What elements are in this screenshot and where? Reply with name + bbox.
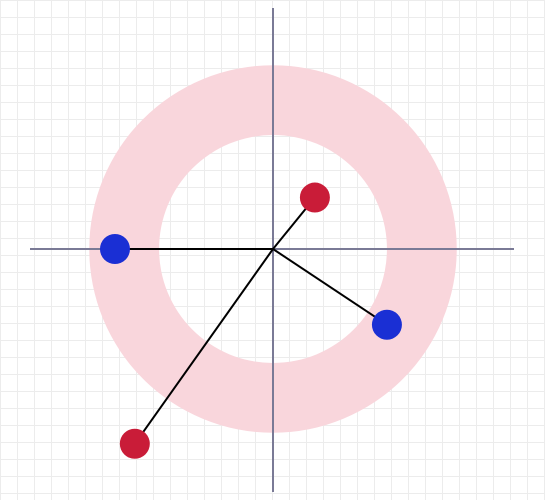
blue-point-1[interactable] [99,234,130,264]
red-point-1[interactable] [299,182,330,213]
red-point-2[interactable] [119,428,150,459]
points [99,182,402,459]
segment-to-red-point-2 [134,248,274,445]
blue-point-2[interactable] [371,309,402,340]
segment-to-blue-point-2 [272,248,388,326]
annulus-ring [89,65,457,433]
